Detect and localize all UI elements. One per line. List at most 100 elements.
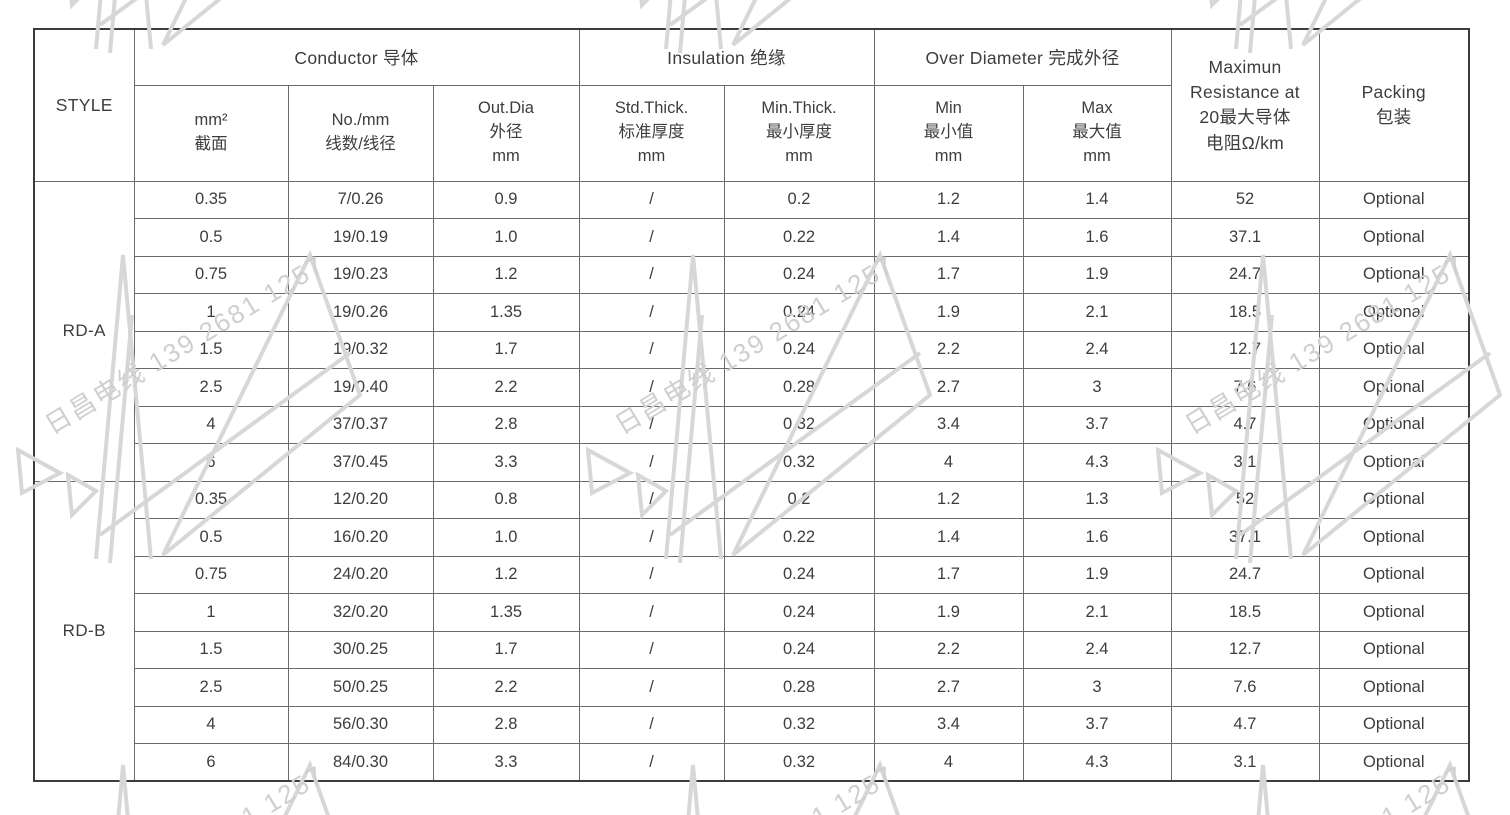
cell: 0.32 (723, 405, 875, 444)
col-header-out-dia: Out.Dia 外径 mm (432, 84, 580, 182)
cell: 1 (133, 293, 289, 332)
cell: / (578, 668, 725, 707)
cell: 4.7 (1170, 705, 1320, 744)
spec-table: STYLE Conductor 导体 Insulation 绝缘 Over Di… (33, 28, 1471, 782)
cell: 0.32 (723, 443, 875, 482)
cell: Optional (1318, 405, 1470, 444)
cell: 52 (1170, 180, 1320, 219)
cell: 2.2 (432, 368, 580, 407)
cell: 1.6 (1022, 518, 1172, 557)
cell: Optional (1318, 743, 1470, 782)
cell: 4.3 (1022, 743, 1172, 782)
cell: 0.28 (723, 668, 875, 707)
cell: 2.1 (1022, 293, 1172, 332)
cell: 84/0.30 (287, 743, 434, 782)
table-row: RD-A 0.35 7/0.26 0.9/0.2 1.2 1.4 52 Optional (33, 180, 1470, 482)
cell: / (578, 518, 725, 557)
cell: 2.2 (873, 330, 1024, 369)
cell: 19/0.32 (287, 330, 434, 369)
table-row: 0.75 24/0.20 1.2/0.24 1.7 1.9 24.7 Optional (34, 555, 1470, 594)
table-row: 1.5 19/0.32 1.7/0.24 2.2 2.4 12.7 Optional (34, 330, 1470, 369)
style-group-cell: RD-B (33, 480, 135, 782)
cell: 0.2 (723, 180, 875, 219)
cell: 37.1 (1170, 218, 1320, 257)
cell: 3.4 (873, 405, 1024, 444)
cell: 2.5 (133, 368, 289, 407)
cell: 1.9 (873, 593, 1024, 632)
cell: 0.22 (723, 518, 875, 557)
cell: 4 (873, 743, 1024, 782)
cell: 0.5 (133, 218, 289, 257)
cell: 1.0 (432, 518, 580, 557)
cell: 16/0.20 (287, 518, 434, 557)
cell: 1.5 (133, 330, 289, 369)
cell: 19/0.26 (287, 293, 434, 332)
cell: / (578, 180, 725, 219)
cell: 0.2 (723, 480, 875, 519)
cell: 1.9 (873, 293, 1024, 332)
cell: 1.0 (432, 218, 580, 257)
cell: 30/0.25 (287, 630, 434, 669)
table-row: 0.75 19/0.23 1.2/0.24 1.7 1.9 24.7 Optional (34, 255, 1470, 294)
cell: Optional (1318, 443, 1470, 482)
cell: 2.2 (432, 668, 580, 707)
cell: 0.24 (723, 555, 875, 594)
style-group-cell: RD-A (33, 180, 135, 482)
cell: / (578, 293, 725, 332)
cell: Optional (1318, 255, 1470, 294)
cell: 0.5 (133, 518, 289, 557)
cell: 24.7 (1170, 555, 1320, 594)
cell: 1.5 (133, 630, 289, 669)
cell: Optional (1318, 668, 1470, 707)
cell: 56/0.30 (287, 705, 434, 744)
spec-table-wrap: STYLE Conductor 导体 Insulation 绝缘 Over Di… (33, 28, 1471, 782)
cell: 2.2 (873, 630, 1024, 669)
cell: 37/0.45 (287, 443, 434, 482)
cell: 0.24 (723, 330, 875, 369)
cell: 12.7 (1170, 330, 1320, 369)
cell: 0.22 (723, 218, 875, 257)
cell: 32/0.20 (287, 593, 434, 632)
cell: 1.35 (432, 293, 580, 332)
col-header-min-thick: Min.Thick. 最小厚度 mm (723, 84, 875, 182)
cell: 4 (133, 405, 289, 444)
cell: 0.32 (723, 705, 875, 744)
cell: / (578, 705, 725, 744)
cell: 7.6 (1170, 668, 1320, 707)
cell: Optional (1318, 293, 1470, 332)
cell: / (578, 218, 725, 257)
table-row: 0.5 16/0.20 1.0/0.22 1.4 1.6 37.1 Optional (34, 518, 1470, 557)
table-row: RD-B 0.35 12/0.20 0.8/0.2 1.2 1.3 52 Optional (33, 480, 1470, 782)
cell: 0.35 (133, 180, 289, 219)
table-row: 6 37/0.45 3.3/0.32 4 4.3 3.1 Optional (34, 443, 1470, 482)
cell: 7.6 (1170, 368, 1320, 407)
cell: 1.4 (1022, 180, 1172, 219)
cell: 19/0.19 (287, 218, 434, 257)
table-row: 1 19/0.26 1.35/0.24 1.9 2.1 18.5 Optional (34, 293, 1470, 332)
cell: 3 (1022, 668, 1172, 707)
table-row: 6 84/0.30 3.3/0.32 4 4.3 3.1 Optional (34, 743, 1470, 782)
cell: 1.9 (1022, 555, 1172, 594)
cell: 1.9 (1022, 255, 1172, 294)
cell: 2.7 (873, 668, 1024, 707)
cell: 0.75 (133, 555, 289, 594)
col-header-max: Max 最大值 mm (1022, 84, 1172, 182)
cell: 0.8 (432, 480, 580, 519)
table-row: 2.5 19/0.40 2.2/0.28 2.7 3 7.6 Optional (34, 368, 1470, 407)
cell: Optional (1318, 555, 1470, 594)
cell: 1.2 (432, 255, 580, 294)
cell: 0.24 (723, 593, 875, 632)
cell: / (578, 555, 725, 594)
cell: 3 (1022, 368, 1172, 407)
cell: Optional (1318, 630, 1470, 669)
col-header-min: Min 最小值 mm (873, 84, 1024, 182)
cell: 24/0.20 (287, 555, 434, 594)
cell: 18.5 (1170, 293, 1320, 332)
cell: 2.4 (1022, 630, 1172, 669)
cell: 3.3 (432, 743, 580, 782)
header-row-groups: STYLE Conductor 导体 Insulation 绝缘 Over Di… (33, 28, 1470, 182)
cell: 1 (133, 593, 289, 632)
cell: 4 (133, 705, 289, 744)
group-header-insulation: Insulation 绝缘 (578, 28, 875, 86)
